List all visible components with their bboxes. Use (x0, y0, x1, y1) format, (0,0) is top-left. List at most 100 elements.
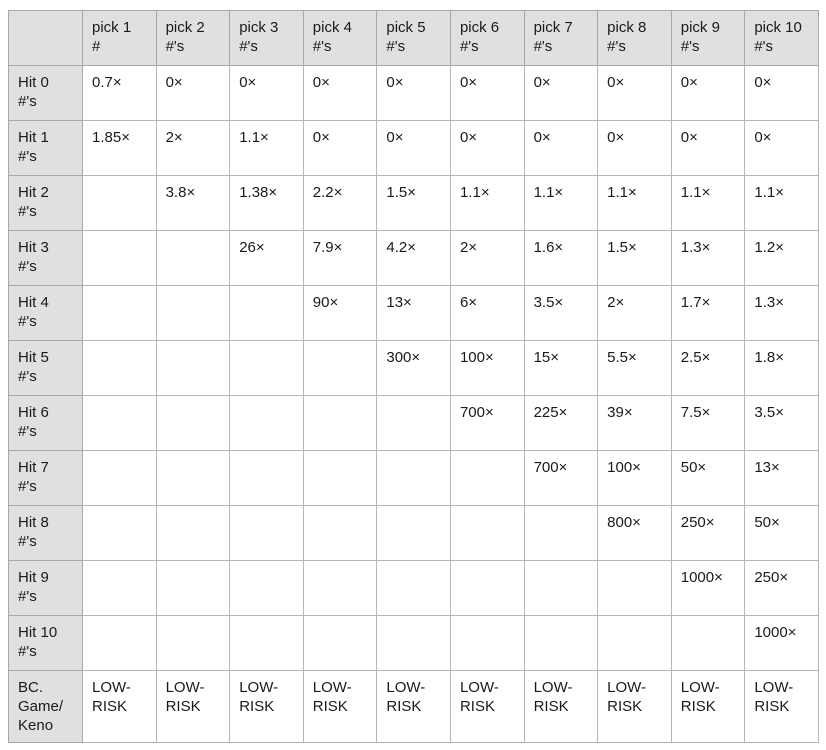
payout-multiplier: 26× (239, 239, 265, 256)
payout-multiplier: 1.1× (607, 184, 637, 201)
payout-multiplier: 0× (459, 74, 478, 91)
payout-multiplier: 7.5× (680, 404, 711, 421)
payout-cell: 250× (670, 505, 746, 561)
row-header-line1: Hit 9 (18, 569, 49, 586)
payout-cell (302, 560, 378, 616)
payout-multiplier: 0× (754, 74, 772, 91)
table-row: Hit 5 #'s 300× 100× 15× 5.5× 2.5× 1.8× (8, 340, 819, 396)
payout-multiplier: 3.5× (533, 294, 564, 311)
payout-cell (376, 560, 451, 616)
empty-cell-content (313, 513, 369, 514)
payout-cell: 7.9× (302, 230, 378, 286)
payout-cell: 1.5× (376, 175, 451, 231)
payout-multiplier: 0× (312, 129, 330, 146)
payout-cell: 1000× (670, 560, 746, 616)
empty-cell-content (386, 403, 442, 404)
payout-cell (376, 395, 451, 451)
empty-cell-content (386, 513, 442, 514)
payout-multiplier: 1.5× (386, 184, 416, 201)
risk-label: LOW-RISK (459, 679, 499, 715)
empty-cell-content (239, 458, 295, 459)
payout-cell: 13× (376, 285, 451, 341)
payout-multiplier: 39× (607, 404, 633, 421)
payout-cell (302, 615, 378, 671)
payout-cell: 1.8× (744, 340, 819, 396)
row-header-line2: #'s (18, 533, 37, 550)
payout-multiplier: 1.1× (239, 129, 269, 146)
row-header-line2: #'s (18, 588, 37, 605)
empty-cell-content (460, 458, 516, 459)
empty-cell-content (534, 513, 590, 514)
payout-cell: 0× (670, 120, 746, 176)
table-row: Hit 6 #'s 700× 225× 39× 7.5× 3.5× (8, 395, 819, 451)
payout-cell (82, 560, 157, 616)
payout-cell: 0× (744, 120, 819, 176)
empty-cell-content (386, 458, 442, 459)
column-header-pick-2: pick 2 #'s (155, 10, 231, 66)
payout-multiplier: 2.5× (680, 349, 711, 366)
payout-cell: 0× (302, 65, 378, 121)
payout-cell (82, 285, 157, 341)
row-header-line2: #'s (18, 643, 37, 660)
column-header-line2: #'s (680, 38, 700, 55)
column-header-line2: # (92, 38, 101, 55)
column-header-line1: pick 6 (459, 19, 500, 36)
risk-label: LOW-RISK (312, 679, 352, 715)
column-header-pick-5: pick 5 #'s (376, 10, 451, 66)
payout-multiplier: 0× (754, 129, 772, 146)
payout-multiplier: 1.5× (607, 239, 637, 256)
risk-cell: LOW-RISK (597, 670, 672, 743)
payout-cell (449, 450, 525, 506)
payout-multiplier: 700× (533, 459, 568, 476)
payout-cell (302, 340, 378, 396)
payout-multiplier: 3.8× (165, 184, 196, 201)
empty-cell-content (166, 623, 222, 624)
empty-cell-content (166, 568, 222, 569)
payout-multiplier: 2× (607, 294, 625, 311)
payout-multiplier: 15× (533, 349, 560, 366)
row-header-line2: #'s (18, 258, 37, 275)
payout-cell (82, 450, 157, 506)
risk-cell: LOW-RISK (744, 670, 819, 743)
payout-multiplier: 800× (607, 514, 641, 531)
payout-multiplier: 6× (459, 294, 478, 311)
payout-multiplier: 250× (680, 514, 715, 531)
header-row: pick 1 # pick 2 #'s pick 3 #'s pick 4 #'s pick 5… (8, 10, 819, 66)
payout-cell (302, 505, 378, 561)
column-header-line1: pick 9 (680, 19, 720, 36)
payout-cell: 50× (744, 505, 819, 561)
empty-cell-content (607, 623, 663, 624)
risk-cell: LOW-RISK (155, 670, 231, 743)
column-header-line2: #'s (312, 38, 332, 55)
row-header-cell: Hit 0 #'s (8, 65, 83, 121)
row-header-cell: Hit 6 #'s (8, 395, 83, 451)
payout-cell: 1.1× (670, 175, 746, 231)
column-header-line1: pick 3 (239, 19, 279, 36)
payout-cell (229, 560, 304, 616)
row-header-cell: Hit 10 #'s (8, 615, 83, 671)
risk-cell: LOW-RISK (82, 670, 157, 743)
empty-cell-content (166, 293, 222, 294)
payout-cell: 7.5× (670, 395, 746, 451)
column-header-line1: pick 1 (92, 19, 132, 36)
empty-cell-content (313, 458, 369, 459)
payout-cell: 700× (523, 450, 599, 506)
column-header-pick-3: pick 3 #'s (229, 10, 304, 66)
payout-multiplier: 90× (312, 294, 339, 311)
payout-cell (523, 560, 599, 616)
column-header-pick-9: pick 9 #'s (670, 10, 746, 66)
payout-cell (82, 615, 157, 671)
column-header-line1: pick 10 (754, 19, 802, 36)
row-header-cell: Hit 9 #'s (8, 560, 83, 616)
payout-multiplier: 5.5× (607, 349, 637, 366)
payout-multiplier: 0× (680, 129, 698, 146)
row-header-line2: #'s (18, 423, 37, 440)
payout-cell: 1.5× (597, 230, 672, 286)
table-row: Hit 8 #'s 800× 250× 50× (8, 505, 819, 561)
row-header-line1: Hit 7 (18, 459, 49, 476)
payout-cell (82, 395, 157, 451)
payout-multiplier: 0× (239, 74, 257, 91)
payout-cell: 0× (376, 65, 451, 121)
payout-multiplier: 300× (386, 349, 421, 366)
column-header-pick-7: pick 7 #'s (523, 10, 599, 66)
